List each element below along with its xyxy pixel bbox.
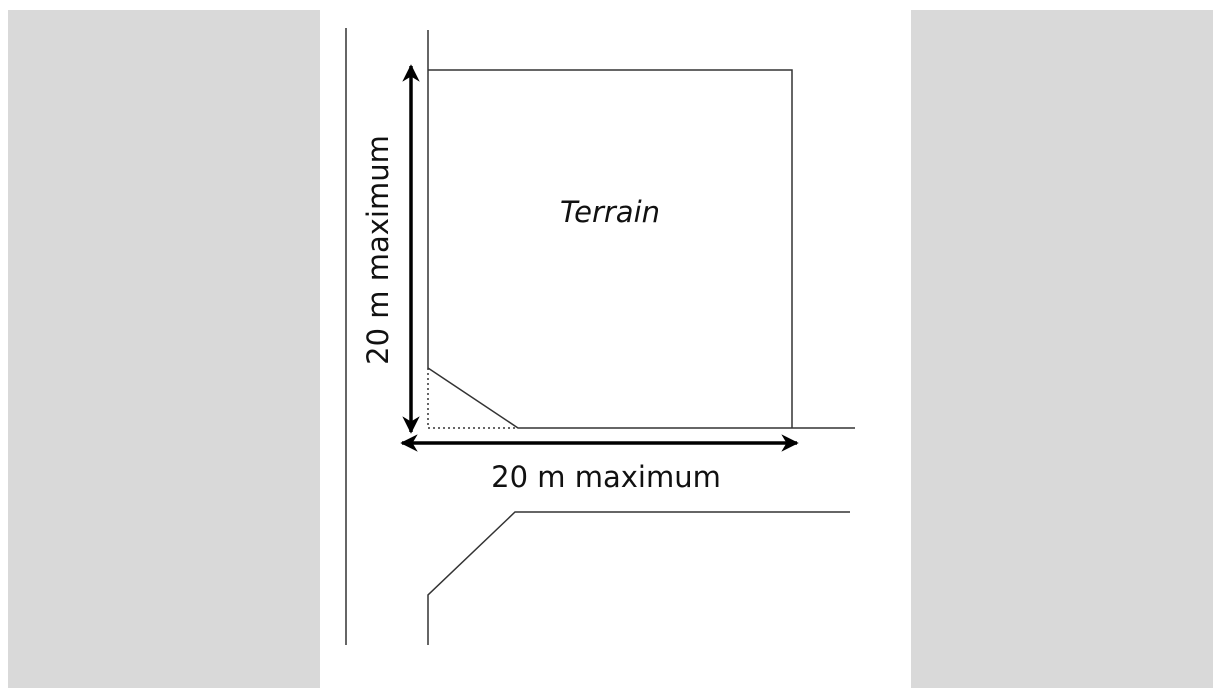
left-panel <box>8 10 320 688</box>
vertical-label: 20 m maximum <box>361 135 395 365</box>
corner-triangle <box>427 368 518 429</box>
corner-edge <box>427 30 855 429</box>
horizontal-label: 20 m maximum <box>491 460 721 494</box>
terrain-edge <box>428 69 793 428</box>
right-panel <box>911 10 1213 688</box>
terrain-label: Terrain <box>560 195 660 229</box>
streets <box>345 28 855 645</box>
opposite-edge <box>427 511 850 645</box>
